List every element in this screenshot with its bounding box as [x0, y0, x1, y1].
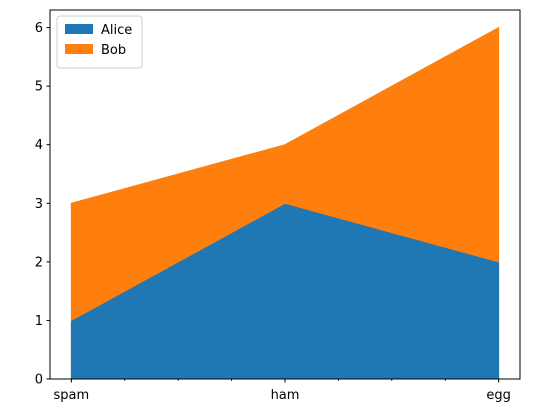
y-axis: 0 1 2 3 4 5 6	[35, 21, 50, 388]
y-tick-label: 5	[35, 80, 43, 95]
x-axis: spam ham egg	[54, 379, 511, 403]
x-tick-label: ham	[271, 388, 300, 403]
x-tick-label: spam	[54, 388, 90, 403]
legend-label-bob: Bob	[101, 43, 126, 58]
y-tick-label: 3	[35, 197, 43, 212]
plot-area	[70, 26, 500, 380]
legend-swatch-alice	[65, 24, 93, 34]
y-tick-label: 2	[35, 255, 43, 270]
legend-label-alice: Alice	[101, 23, 132, 38]
y-tick-label: 6	[35, 21, 43, 36]
plot-frame	[49, 9, 521, 380]
legend-swatch-bob	[65, 44, 93, 54]
legend: Alice Bob	[56, 15, 143, 69]
y-tick-label: 0	[35, 373, 43, 388]
area-bob	[70, 26, 500, 322]
y-tick-label: 4	[35, 138, 43, 153]
y-tick-label: 1	[35, 314, 43, 329]
x-tick-label: egg	[486, 388, 511, 403]
